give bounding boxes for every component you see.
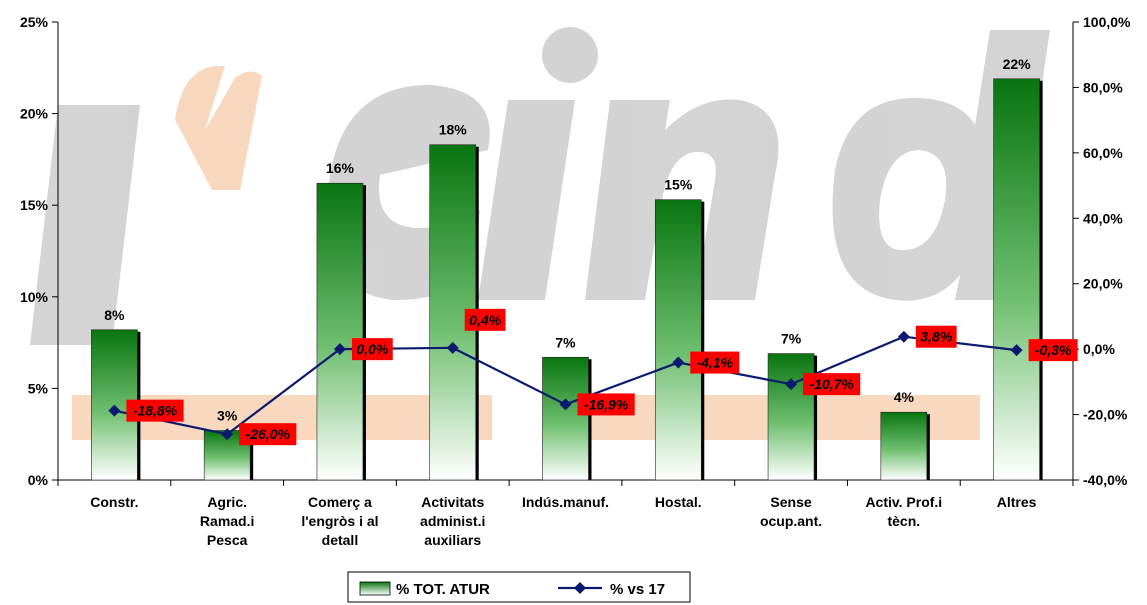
x-tick-label: Comerç a: [308, 494, 372, 510]
bar-data-label: 7%: [781, 331, 802, 347]
line-data-label: -18,8%: [133, 403, 178, 419]
line-label-box: [351, 338, 393, 361]
line-marker: [1010, 344, 1023, 357]
x-tick-label: Sense: [770, 494, 811, 510]
y-right-tick-label: -20,0%: [1083, 407, 1128, 423]
y-left-tick-label: 10%: [20, 289, 49, 305]
bar-data-label: 8%: [104, 307, 125, 323]
x-tick-label: administ.i: [420, 513, 485, 529]
y-left-tick-label: 20%: [20, 106, 49, 122]
x-tick-label: Altres: [997, 494, 1037, 510]
bar: [542, 356, 589, 481]
bar-data-label: 7%: [555, 334, 576, 350]
legend-swatch-marker: [574, 582, 586, 594]
line-label-box: [915, 325, 957, 348]
legend-swatch-bar: [359, 581, 391, 596]
legend: % TOT. ATUR % vs 17: [347, 571, 691, 603]
x-tick-label: Activ. Prof.i: [865, 494, 942, 510]
line-marker: [785, 378, 798, 391]
line-marker: [333, 343, 346, 356]
x-tick-label: ocup.ant.: [760, 513, 822, 529]
line-data-label: -26,0%: [246, 426, 291, 442]
line-marker: [446, 341, 459, 354]
line-data-label: -10,7%: [809, 376, 854, 392]
line-data-label: -0,3%: [1035, 342, 1072, 358]
y-right-tick-label: 100,0%: [1083, 14, 1131, 30]
bar-data-label: 4%: [894, 389, 915, 405]
bar-data-label: 18%: [439, 122, 468, 138]
y-right-tick-label: -40,0%: [1083, 472, 1128, 488]
watermark-shape: [478, 100, 575, 300]
bar-data-label: 22%: [1003, 56, 1032, 72]
bar-data-label: 16%: [326, 160, 355, 176]
line-marker: [672, 356, 685, 369]
line-label-box: [239, 423, 297, 446]
line-data-label: 3,8%: [920, 329, 952, 345]
x-tick-label: Constr.: [90, 494, 138, 510]
line-label-box: [690, 351, 740, 374]
line-marker: [108, 404, 121, 417]
x-tick-label: Pesca: [207, 532, 248, 548]
bar: [993, 78, 1040, 481]
legend-label-bar: % TOT. ATUR: [396, 581, 490, 598]
watermark-shape: [542, 27, 598, 83]
line-label-box: [803, 373, 861, 396]
line-marker: [221, 428, 234, 441]
watermark-shape: [175, 66, 262, 190]
bar-data-label: 3%: [217, 408, 238, 424]
y-left-tick-label: 0%: [28, 472, 49, 488]
line-label-box: [126, 399, 184, 422]
line-data-label: -4,1%: [696, 355, 733, 371]
legend-box: [347, 571, 691, 603]
line-data-label: 0,0%: [356, 341, 388, 357]
bar: [880, 411, 928, 481]
bar-data-label: 15%: [664, 177, 693, 193]
x-tick-label: Indús.manuf.: [522, 494, 609, 510]
bar: [767, 353, 815, 481]
y-right-tick-label: 20,0%: [1083, 276, 1123, 292]
watermark: [30, 27, 1050, 440]
bar: [654, 199, 702, 481]
y-right-tick-label: 80,0%: [1083, 79, 1123, 95]
x-tick-label: Agric.: [207, 494, 247, 510]
plot-area: 0% 5% 10% 15% 20% 25% -40,0% -20,0% 0,0% 20,0% 40,…: [20, 14, 1131, 603]
x-tick-label: detall: [322, 532, 359, 548]
y-right-tick-label: 60,0%: [1083, 145, 1123, 161]
x-tick-label: Hostal.: [655, 494, 702, 510]
x-tick-label: l'engròs i al: [301, 513, 378, 529]
x-tick-label: Activitats: [421, 494, 484, 510]
y-left-tick-label: 5%: [28, 380, 49, 396]
x-tick-label: Ramad.i: [200, 513, 254, 529]
line-label-box: [577, 393, 635, 416]
line-marker: [559, 398, 572, 411]
line-label-box: [464, 308, 506, 331]
line-label-box: [1028, 339, 1078, 362]
watermark-shape: [585, 99, 779, 300]
x-tick-label: tècn.: [887, 513, 920, 529]
line-data-label: 0,4%: [469, 312, 501, 328]
line-marker: [897, 330, 910, 343]
bar: [316, 182, 364, 481]
legend-label-line: % vs 17: [610, 581, 665, 598]
y-left-tick-label: 15%: [20, 197, 49, 213]
line-data-label: -16,9%: [584, 396, 629, 412]
y-right-tick-label: 40,0%: [1083, 210, 1123, 226]
x-tick-label: auxiliars: [424, 532, 481, 548]
y-left-tick-label: 25%: [20, 14, 49, 30]
y-right-tick-label: 0,0%: [1083, 341, 1115, 357]
